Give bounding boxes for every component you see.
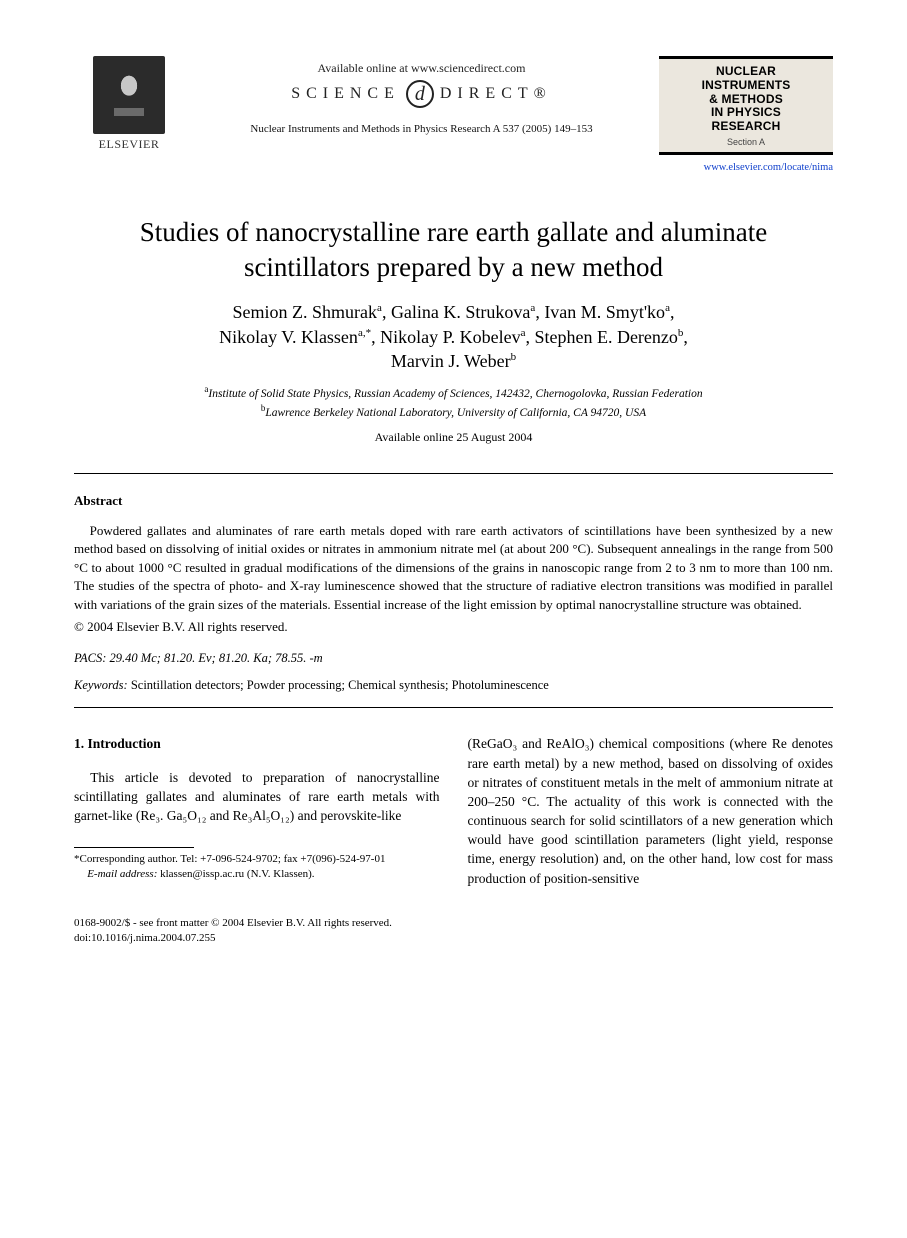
left-column: 1. Introduction This article is devoted … (74, 734, 440, 887)
header-center: Available online at www.sciencedirect.co… (184, 56, 659, 137)
right-column: (ReGaO₃ and ReAlO₃) chemical composition… (468, 734, 834, 887)
abstract-heading: Abstract (74, 492, 833, 510)
author-3: Ivan M. Smyt'ko (544, 302, 665, 322)
author-6: Stephen E. Derenzo (534, 327, 677, 347)
footnote-rule (74, 847, 194, 848)
journal-url[interactable]: www.elsevier.com/locate/nima (659, 161, 833, 175)
pacs-value: 29.40 Mc; 81.20. Ev; 81.20. Ka; 78.55. -… (106, 651, 322, 665)
divider-top (74, 473, 833, 474)
journal-banner-l3: & METHODS (665, 93, 827, 107)
keywords-label: Keywords: (74, 678, 128, 692)
journal-banner: NUCLEAR INSTRUMENTS & METHODS IN PHYSICS… (659, 56, 833, 155)
footnote-corr: *Corresponding author. Tel: +7-096-524-9… (74, 852, 440, 867)
journal-banner-l5: RESEARCH (665, 120, 827, 134)
author-1-aff: a (377, 302, 382, 314)
divider-bottom (74, 707, 833, 708)
citation-line: Nuclear Instruments and Methods in Physi… (184, 122, 659, 137)
keywords-line: Keywords: Scintillation detectors; Powde… (74, 677, 833, 694)
sd-word-right: DIRECT® (440, 83, 552, 105)
pacs-line: PACS: 29.40 Mc; 81.20. Ev; 81.20. Ka; 78… (74, 650, 833, 667)
title-line-2: scintillators prepared by a new method (244, 252, 663, 282)
author-1: Semion Z. Shmurak (233, 302, 378, 322)
abstract: Abstract Powdered gallates and aluminate… (74, 492, 833, 635)
abstract-body: Powdered gallates and aluminates of rare… (74, 522, 833, 614)
author-4-aff: a,* (358, 327, 371, 339)
author-2-aff: a (530, 302, 535, 314)
author-3-aff: a (665, 302, 670, 314)
elsevier-tree-icon (93, 56, 165, 134)
author-5: Nikolay P. Kobelev (380, 327, 520, 347)
affiliation-b: Lawrence Berkeley National Laboratory, U… (265, 407, 646, 419)
keywords-value: Scintillation detectors; Powder processi… (128, 678, 549, 692)
journal-box: NUCLEAR INSTRUMENTS & METHODS IN PHYSICS… (659, 56, 833, 175)
article-title: Studies of nanocrystalline rare earth ga… (74, 215, 833, 284)
journal-banner-l2: INSTRUMENTS (665, 79, 827, 93)
author-5-aff: a (521, 327, 526, 339)
author-7: Marvin J. Weber (391, 351, 511, 371)
author-6-aff: b (678, 327, 684, 339)
publisher-block: ELSEVIER (74, 56, 184, 152)
author-2: Galina K. Strukova (391, 302, 530, 322)
title-line-1: Studies of nanocrystalline rare earth ga… (140, 217, 768, 247)
affiliation-a: Institute of Solid State Physics, Russia… (208, 388, 702, 400)
page-footer: 0168-9002/$ - see front matter © 2004 El… (74, 916, 833, 946)
section-1-para-right: (ReGaO₃ and ReAlO₃) chemical composition… (468, 734, 834, 887)
journal-banner-l4: IN PHYSICS (665, 106, 827, 120)
publisher-name: ELSEVIER (74, 136, 184, 152)
journal-banner-l1: NUCLEAR (665, 65, 827, 79)
online-date: Available online 25 August 2004 (74, 429, 833, 445)
abstract-copyright: © 2004 Elsevier B.V. All rights reserved… (74, 618, 833, 636)
affiliations: aInstitute of Solid State Physics, Russi… (74, 383, 833, 421)
footer-line-1: 0168-9002/$ - see front matter © 2004 El… (74, 916, 833, 931)
section-1-para-left: This article is devoted to preparation o… (74, 768, 440, 825)
footnote-email-label: E-mail address: (87, 868, 157, 880)
footer-doi: doi:10.1016/j.nima.2004.07.255 (74, 931, 833, 946)
sd-d-icon: d (406, 80, 434, 108)
sd-word-left: SCIENCE (291, 83, 400, 105)
body-columns: 1. Introduction This article is devoted … (74, 734, 833, 887)
pacs-label: PACS: (74, 651, 106, 665)
sciencedirect-logo: SCIENCE d DIRECT® (291, 80, 552, 108)
footnote-email-value: klassen@issp.ac.ru (N.V. Klassen). (157, 868, 314, 880)
author-7-aff: b (511, 351, 517, 363)
author-4: Nikolay V. Klassen (219, 327, 358, 347)
corresponding-author-footnote: *Corresponding author. Tel: +7-096-524-9… (74, 852, 440, 883)
author-list: Semion Z. Shmuraka, Galina K. Strukovaa,… (74, 300, 833, 373)
journal-section: Section A (665, 136, 827, 148)
available-online-text: Available online at www.sciencedirect.co… (184, 60, 659, 76)
section-1-heading: 1. Introduction (74, 734, 440, 753)
page-header: ELSEVIER Available online at www.science… (74, 56, 833, 175)
